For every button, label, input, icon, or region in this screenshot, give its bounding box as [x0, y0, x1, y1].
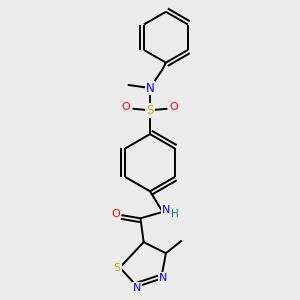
Text: S: S [146, 104, 154, 117]
Text: S: S [114, 262, 121, 272]
Text: H: H [171, 208, 179, 218]
Text: N: N [162, 206, 170, 215]
Text: N: N [146, 82, 154, 94]
Text: N: N [133, 283, 142, 293]
Text: N: N [158, 273, 167, 283]
Text: O: O [122, 102, 130, 112]
Text: O: O [111, 208, 120, 218]
Text: O: O [169, 102, 178, 112]
